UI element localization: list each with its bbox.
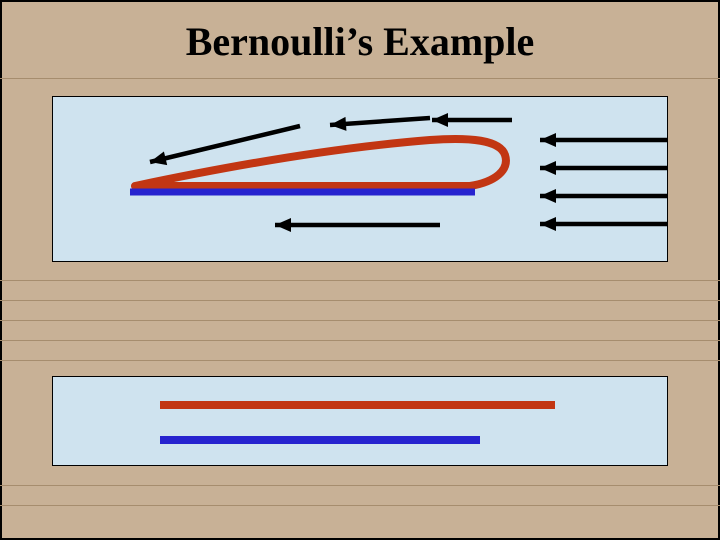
rule-line bbox=[0, 485, 720, 486]
rule-line bbox=[0, 505, 720, 506]
page-title: Bernoulli’s Example bbox=[186, 18, 535, 65]
rule-line bbox=[0, 280, 720, 281]
rule-line bbox=[0, 300, 720, 301]
rule-line bbox=[0, 320, 720, 321]
rule-line bbox=[0, 340, 720, 341]
rule-line bbox=[0, 78, 720, 79]
top-panel bbox=[52, 96, 668, 262]
bottom-panel bbox=[52, 376, 668, 466]
rule-line bbox=[0, 360, 720, 361]
